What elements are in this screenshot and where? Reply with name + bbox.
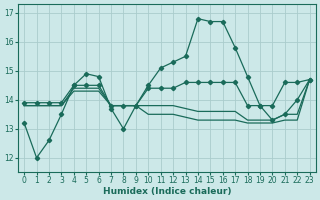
X-axis label: Humidex (Indice chaleur): Humidex (Indice chaleur)	[103, 187, 231, 196]
